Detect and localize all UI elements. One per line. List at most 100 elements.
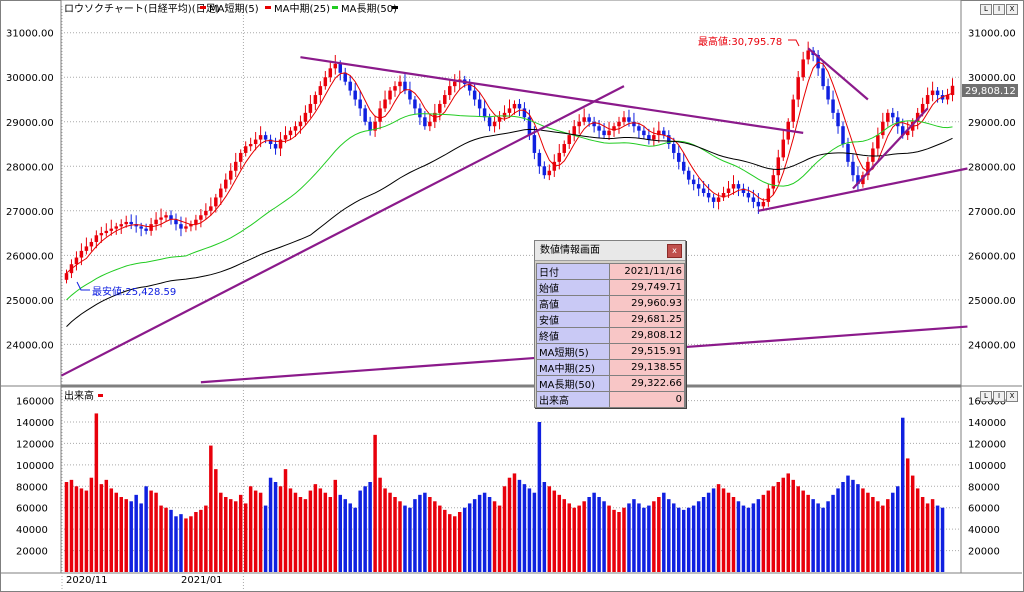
- candle-body: [891, 112, 895, 118]
- volume-bar: [726, 492, 731, 572]
- candle-body: [119, 224, 123, 227]
- candle-body: [930, 90, 935, 96]
- volume-bar: [119, 497, 123, 572]
- volume-bar: [104, 479, 109, 572]
- volume-bar: [776, 482, 781, 572]
- price-axis-label: 27000.00: [968, 207, 1016, 218]
- volume-bar: [925, 503, 930, 572]
- candle-body: [642, 130, 646, 136]
- volume-bar: [552, 490, 557, 572]
- candle-body: [657, 130, 661, 136]
- candle-body: [84, 246, 89, 251]
- info-window-close-button[interactable]: x: [667, 244, 682, 258]
- ma-mid-legend-icon: [265, 6, 271, 9]
- volume-bar: [189, 516, 193, 572]
- volume-bar: [224, 497, 228, 572]
- volume-bar: [662, 492, 666, 572]
- volume-restore-button[interactable]: I: [993, 391, 1005, 402]
- candle-body: [214, 197, 218, 207]
- ma-short-legend: MA短期(5): [209, 2, 259, 15]
- volume-bar: [761, 494, 766, 572]
- volume-bar: [766, 490, 771, 572]
- volume-bar: [129, 501, 133, 572]
- volume-bar: [338, 494, 343, 572]
- volume-bar: [567, 503, 571, 572]
- volume-bar: [935, 505, 940, 572]
- info-window[interactable]: 数値情報画面 x 日付 2021/11/16 始値 29,749.71 高値 29,9…: [534, 240, 686, 408]
- candle-body: [592, 121, 596, 127]
- candle-body: [482, 108, 487, 118]
- candle-body: [238, 152, 243, 162]
- volume-axis-label: 140000: [16, 418, 54, 429]
- candle-body: [194, 219, 198, 225]
- price-axis-label: 28000.00: [968, 162, 1016, 173]
- candle-body: [900, 126, 905, 136]
- volume-bar: [537, 422, 542, 572]
- candle-body: [856, 175, 860, 185]
- candle-body: [826, 86, 830, 100]
- candle-body: [99, 233, 104, 236]
- candle-body: [413, 99, 417, 109]
- candle-body: [333, 63, 338, 69]
- volume-bar: [667, 499, 671, 572]
- volume-bar: [209, 445, 213, 572]
- candle-body: [268, 139, 273, 145]
- volume-bar: [253, 490, 258, 572]
- candle-body: [721, 193, 726, 198]
- minimize-button[interactable]: L: [980, 4, 992, 15]
- volume-bar: [159, 505, 163, 572]
- volume-bar: [517, 479, 522, 572]
- info-value: 29,515.91: [609, 343, 685, 360]
- volume-bar: [816, 503, 820, 572]
- volume-bar: [482, 492, 487, 572]
- close-button[interactable]: X: [1006, 4, 1018, 15]
- candle-body: [751, 197, 756, 202]
- ma-long-legend: MA長期(50): [341, 3, 397, 15]
- volume-close-button[interactable]: X: [1006, 391, 1018, 402]
- price-axis-label: 24000.00: [968, 340, 1016, 351]
- volume-bar: [647, 505, 651, 572]
- candle-body: [363, 108, 367, 122]
- candle-body: [691, 179, 696, 185]
- price-axis-label: 26000.00: [6, 251, 54, 262]
- candle-body: [716, 197, 721, 202]
- candle-body: [393, 86, 397, 91]
- volume-bar: [900, 417, 905, 572]
- candle-body: [224, 179, 228, 189]
- volume-axis-label: 80000: [16, 482, 48, 493]
- date-label: 2020/11: [66, 575, 108, 586]
- candle-body: [662, 130, 666, 136]
- candle-body: [74, 257, 79, 265]
- restore-button[interactable]: I: [993, 4, 1005, 15]
- volume-bar: [353, 507, 357, 572]
- volume-bar: [303, 499, 308, 572]
- volume-bar: [139, 503, 143, 572]
- volume-bar: [547, 486, 552, 572]
- last-price-marker: [962, 84, 1018, 97]
- info-window-titlebar[interactable]: 数値情報画面 x: [535, 241, 685, 261]
- candle-body: [652, 135, 656, 140]
- volume-bar: [134, 494, 138, 572]
- volume-bar: [268, 477, 273, 572]
- volume-bar: [283, 469, 288, 572]
- info-value: 29,138.55: [609, 359, 685, 376]
- info-value: 29,749.71: [609, 279, 685, 296]
- volume-bar: [418, 494, 422, 572]
- candle-body: [522, 108, 527, 118]
- volume-minimize-button[interactable]: L: [980, 391, 992, 402]
- candle-body: [492, 121, 497, 127]
- volume-bar: [74, 486, 79, 572]
- candle-body: [920, 103, 925, 113]
- ma-mid-line: [66, 113, 953, 301]
- volume-bar: [791, 479, 795, 572]
- volume-bar: [527, 488, 532, 572]
- candle-body: [562, 144, 566, 153]
- candle-body: [617, 121, 621, 127]
- candle-body: [632, 121, 636, 127]
- volume-bar: [806, 494, 810, 572]
- candle-body: [89, 241, 94, 247]
- candle-body: [821, 68, 825, 87]
- candle-body: [472, 90, 477, 100]
- volume-bar: [263, 505, 268, 572]
- volume-bar: [676, 507, 681, 572]
